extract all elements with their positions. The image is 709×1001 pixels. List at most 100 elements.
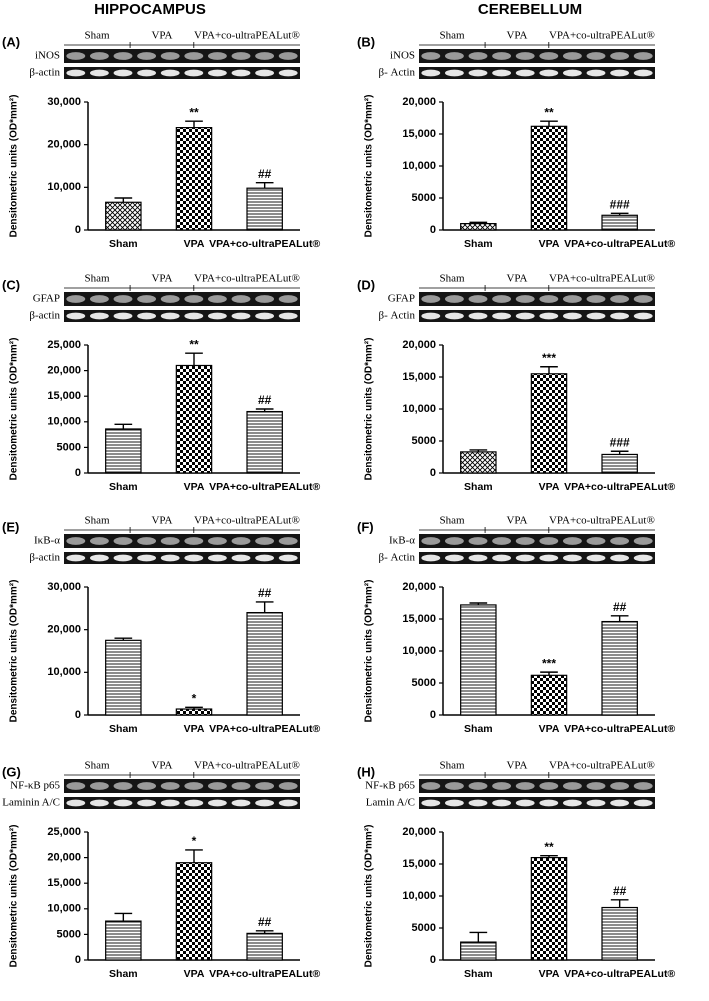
blot-band — [160, 312, 180, 320]
blot-band — [562, 312, 582, 320]
blot-band — [66, 782, 86, 790]
x-tick-label: VPA+co-ultraPEALut® — [209, 968, 320, 980]
blot-group-label: Sham — [440, 30, 466, 42]
error-bar — [114, 423, 133, 429]
significance-label: ### — [610, 435, 630, 449]
blot-band — [421, 312, 441, 320]
blot-group-label: VPA — [151, 273, 172, 285]
error-bar — [185, 352, 203, 366]
y-axis-title: Densitometric units (OD*mm²) — [9, 95, 20, 238]
x-tick-label: VPA+co-ultraPEALut® — [564, 723, 675, 735]
blot-band — [278, 799, 298, 807]
blot-band — [539, 312, 559, 320]
blot-row-label: β- Actin — [379, 310, 416, 322]
blot-band — [113, 295, 133, 303]
x-tick-label: VPA — [539, 238, 560, 250]
bar — [601, 620, 638, 716]
error-bar — [114, 912, 133, 922]
blot-group-label: VPA — [506, 273, 527, 285]
y-tick-label: 15,000 — [402, 858, 436, 870]
y-tick-label: 20,000 — [402, 581, 436, 593]
error-bar — [255, 181, 274, 189]
blot-band — [539, 52, 559, 60]
y-axis-title: Densitometric units (OD*mm²) — [364, 95, 375, 238]
x-tick-label: VPA — [539, 481, 560, 493]
blot-band — [231, 537, 251, 545]
y-tick-label: 0 — [430, 224, 436, 236]
y-tick-label: 15,000 — [47, 390, 81, 402]
blot-band — [89, 799, 109, 807]
y-tick-label: 20,000 — [47, 365, 81, 377]
y-tick-label: 20,000 — [402, 96, 436, 108]
x-tick-label: Sham — [109, 238, 138, 250]
blot-band — [633, 312, 653, 320]
blot-band — [184, 69, 204, 77]
blot-band — [66, 312, 86, 320]
blot-band — [468, 52, 488, 60]
blot-band — [444, 52, 464, 60]
error-bar — [540, 366, 558, 374]
blot-band — [610, 799, 630, 807]
bar — [246, 611, 283, 716]
blot-band — [89, 554, 109, 562]
x-tick-label: VPA+co-ultraPEALut® — [209, 238, 320, 250]
blot-band — [562, 69, 582, 77]
blot-group-label: Sham — [440, 760, 466, 772]
error-bar — [255, 930, 274, 934]
blot-band — [137, 69, 157, 77]
blot-band — [207, 312, 227, 320]
blot-group-label: Sham — [440, 273, 466, 285]
y-tick-label: 5000 — [57, 441, 81, 453]
y-tick-label: 10,000 — [47, 416, 81, 428]
blot-band — [66, 295, 86, 303]
blot-band — [66, 799, 86, 807]
y-tick-label: 10,000 — [402, 403, 436, 415]
bar — [246, 187, 283, 231]
x-tick-label: VPA+co-ultraPEALut® — [209, 723, 320, 735]
blot-band — [539, 69, 559, 77]
y-tick-label: 0 — [430, 709, 436, 721]
y-tick-label: 15,000 — [402, 613, 436, 625]
significance-label: ## — [258, 393, 272, 407]
y-tick-label: 0 — [75, 224, 81, 236]
bar — [105, 428, 142, 474]
y-tick-label: 10,000 — [47, 903, 81, 915]
blot-band — [633, 537, 653, 545]
error-bar — [185, 120, 203, 128]
blot-band — [207, 782, 227, 790]
x-tick-label: VPA — [184, 481, 205, 493]
y-tick-label: 20,000 — [47, 139, 81, 151]
blot-band — [89, 52, 109, 60]
blot-group-label: VPA+co-ultraPEALut® — [194, 273, 300, 285]
bar — [530, 674, 568, 716]
blot-band — [492, 782, 512, 790]
blot-band — [444, 782, 464, 790]
x-tick-label: Sham — [464, 723, 493, 735]
blot-band — [539, 295, 559, 303]
blot-band — [278, 554, 298, 562]
blot-band — [89, 537, 109, 545]
blot-band — [255, 799, 275, 807]
error-bar — [185, 706, 203, 710]
bar — [105, 639, 142, 716]
y-tick-label: 0 — [75, 467, 81, 479]
blot-group-label: VPA+co-ultraPEALut® — [194, 760, 300, 772]
bar — [175, 364, 213, 474]
y-tick-label: 0 — [75, 954, 81, 966]
blot-band — [113, 312, 133, 320]
error-bar — [610, 615, 629, 622]
error-bar — [610, 450, 629, 455]
blot-band — [207, 554, 227, 562]
blot-band — [113, 799, 133, 807]
y-tick-label: 10,000 — [402, 160, 436, 172]
blot-band — [255, 69, 275, 77]
blot-row-label: iNOS — [390, 50, 415, 62]
y-tick-label: 15,000 — [47, 877, 81, 889]
significance-label: ## — [613, 600, 627, 614]
significance-label: ## — [258, 915, 272, 929]
bar — [601, 906, 638, 961]
blot-band — [421, 52, 441, 60]
bar — [460, 451, 497, 474]
blot-band — [278, 52, 298, 60]
significance-label: ** — [544, 105, 554, 119]
